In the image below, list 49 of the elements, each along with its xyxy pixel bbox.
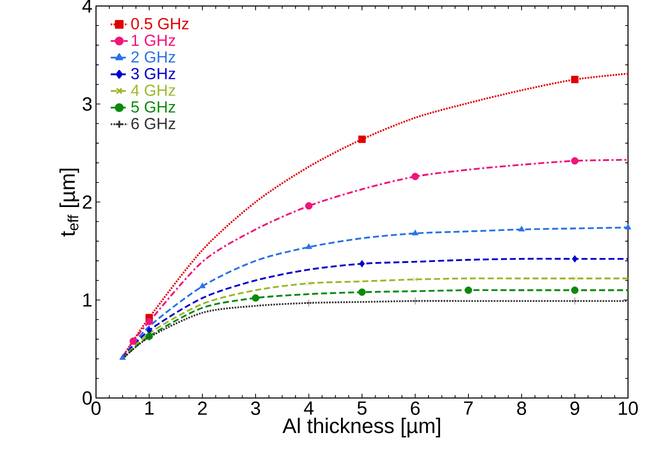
point [571,76,578,84]
point [571,157,578,165]
x-tick-label: 8 [517,402,526,415]
x-tick-label: 3 [251,402,260,415]
x-tick-label: 6 [410,402,420,415]
point [412,230,418,236]
x-tick-label: 0 [91,402,101,415]
point [359,260,365,268]
point [412,297,419,305]
point [518,226,525,232]
point [412,276,418,282]
legend-label: 0.5 GHz [131,18,188,30]
point [572,255,578,263]
point [130,337,137,345]
x-tick-label: 1 [145,402,154,415]
point [305,299,312,307]
point [412,172,419,180]
point [146,318,153,326]
y-tick-label: 2 [82,195,92,209]
x-tick-label: 4 [304,402,314,415]
point [358,288,366,296]
point [306,243,312,250]
legend-label: 2 GHz [131,51,176,63]
point [305,202,312,210]
y-tick-label: 0 [82,391,92,405]
point [464,286,472,294]
legend-label: 1 GHz [132,34,176,46]
point [252,294,260,302]
point [624,224,632,230]
x-axis-title: Al thickness [µm] [282,418,440,438]
point [571,286,578,294]
legend-label: 3 GHz [131,68,176,80]
point [306,280,312,286]
y-axis-title: t$_{eff}$ [µm] [59,168,80,236]
legend-label: 6 GHz [131,118,176,130]
y-tick-label: 3 [82,97,92,111]
point [571,297,578,305]
point [119,354,126,360]
y-tick-label: 1 [83,293,92,307]
x-tick-label: 7 [464,402,473,415]
legend-label: 5 GHz [131,101,176,113]
point [572,276,578,282]
x-tick-label: 10 [618,402,638,415]
point [358,136,366,143]
x-tick-label: 2 [198,402,207,415]
x-tick-label: 5 [357,402,366,415]
point [199,282,206,288]
legend-label: 4 GHz [131,84,176,96]
x-tick-label: 9 [570,402,580,415]
